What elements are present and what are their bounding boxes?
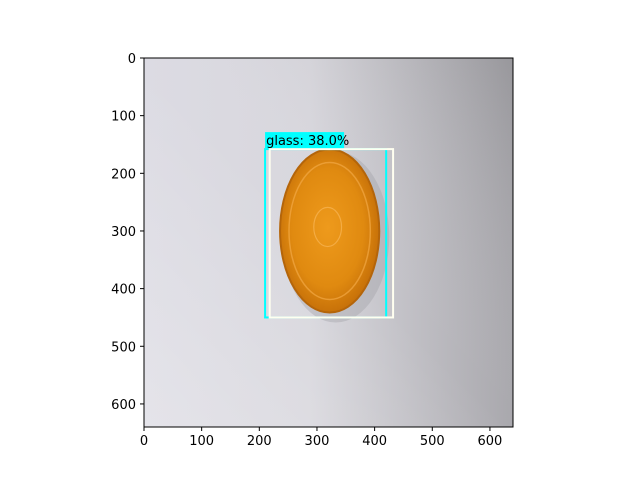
x-tick-label: 300 xyxy=(305,434,330,449)
x-tick-label: 200 xyxy=(247,434,272,449)
orange-object xyxy=(279,148,381,314)
photo-image xyxy=(144,58,513,427)
y-tick-label: 100 xyxy=(111,110,136,125)
x-tick-label: 500 xyxy=(420,434,445,449)
detection-box xyxy=(268,148,395,319)
detection-label-background xyxy=(265,132,345,149)
x-tick-label: 400 xyxy=(362,434,387,449)
y-axis: 0 100 200 300 400 500 600 xyxy=(111,52,144,413)
object-center xyxy=(313,206,343,248)
y-tick-label: 500 xyxy=(111,340,136,355)
x-tick-label: 0 xyxy=(140,434,148,449)
y-tick-label: 200 xyxy=(111,167,136,182)
y-tick-label: 600 xyxy=(111,398,136,413)
x-tick-label: 600 xyxy=(478,434,503,449)
detection-label: glass: 38.0% xyxy=(266,134,349,149)
x-axis: 0 100 200 300 400 500 600 xyxy=(140,427,502,449)
y-tick-label: 400 xyxy=(111,283,136,298)
y-tick-label: 0 xyxy=(128,52,136,67)
plot-frame xyxy=(143,57,514,428)
x-tick-label: 100 xyxy=(189,434,214,449)
object-ring xyxy=(288,161,372,301)
y-tick-label: 300 xyxy=(111,225,136,240)
detections-layer: glass: 38.0% xyxy=(264,132,395,319)
